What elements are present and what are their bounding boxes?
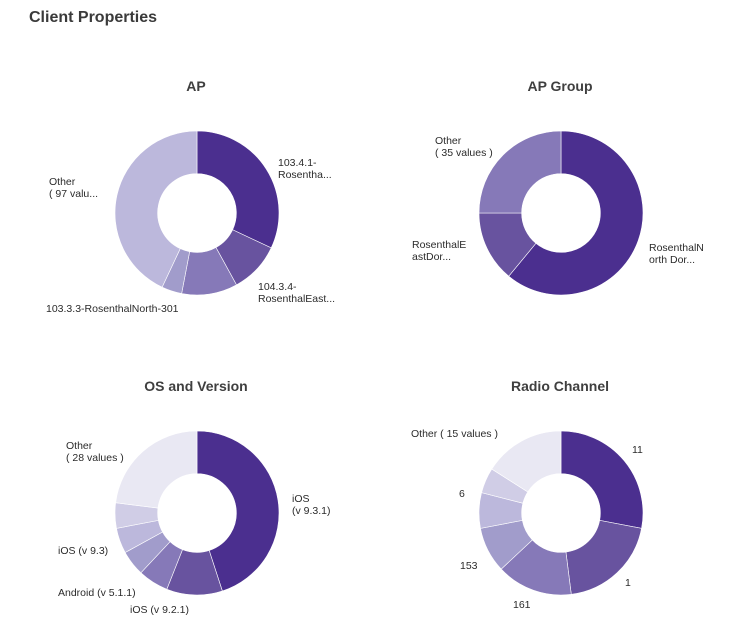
slice-label: 103.3.3-RosenthalNorth-301 <box>46 303 179 315</box>
donut-slice[interactable] <box>115 430 198 509</box>
slice-label: 161 <box>513 599 531 611</box>
slice-label: iOS (v 9.3) <box>58 545 109 557</box>
slice-label: RosenthalE astDor... <box>412 239 467 263</box>
donut-chart-ap <box>114 130 280 296</box>
donut-slice[interactable] <box>196 130 280 249</box>
slice-label: RosenthalN orth Dor... <box>649 242 704 266</box>
slice-label: Other ( 35 values ) <box>435 135 493 159</box>
page-title: Client Properties <box>29 9 158 26</box>
slice-label: iOS (v 9.3.1) <box>292 493 331 517</box>
slice-label: Other ( 28 values ) <box>66 440 124 464</box>
donut-chart-radio-channel <box>478 430 644 596</box>
slice-label: 153 <box>460 560 478 572</box>
slice-label: Android (v 5.1.1) <box>58 587 136 599</box>
slice-label: Other ( 15 values ) <box>411 428 498 440</box>
donut-slice[interactable] <box>478 130 562 214</box>
slice-label: Other ( 97 valu... <box>49 176 99 200</box>
donut-slice[interactable] <box>508 130 644 296</box>
donut-slice[interactable] <box>114 130 198 288</box>
slice-label: 11 <box>632 444 643 456</box>
slice-label: 104.3.4- RosenthalEast... <box>258 281 336 305</box>
slice-label: iOS (v 9.2.1) <box>130 604 189 616</box>
donut-slice[interactable] <box>491 430 562 493</box>
donut-slice[interactable] <box>560 430 644 529</box>
donut-chart-os-version <box>114 430 280 596</box>
slice-label: 6 <box>459 488 465 500</box>
slice-label: 1 <box>625 577 631 589</box>
donut-chart-ap-group <box>478 130 644 296</box>
chart-title-radio-channel: Radio Channel <box>510 378 609 394</box>
chart-title-ap-group: AP Group <box>527 78 593 94</box>
chart-title-os-version: OS and Version <box>144 378 248 394</box>
slice-label: 103.4.1- Rosentha... <box>278 157 332 181</box>
chart-title-ap: AP <box>186 78 206 94</box>
donut-slice[interactable] <box>196 430 280 592</box>
